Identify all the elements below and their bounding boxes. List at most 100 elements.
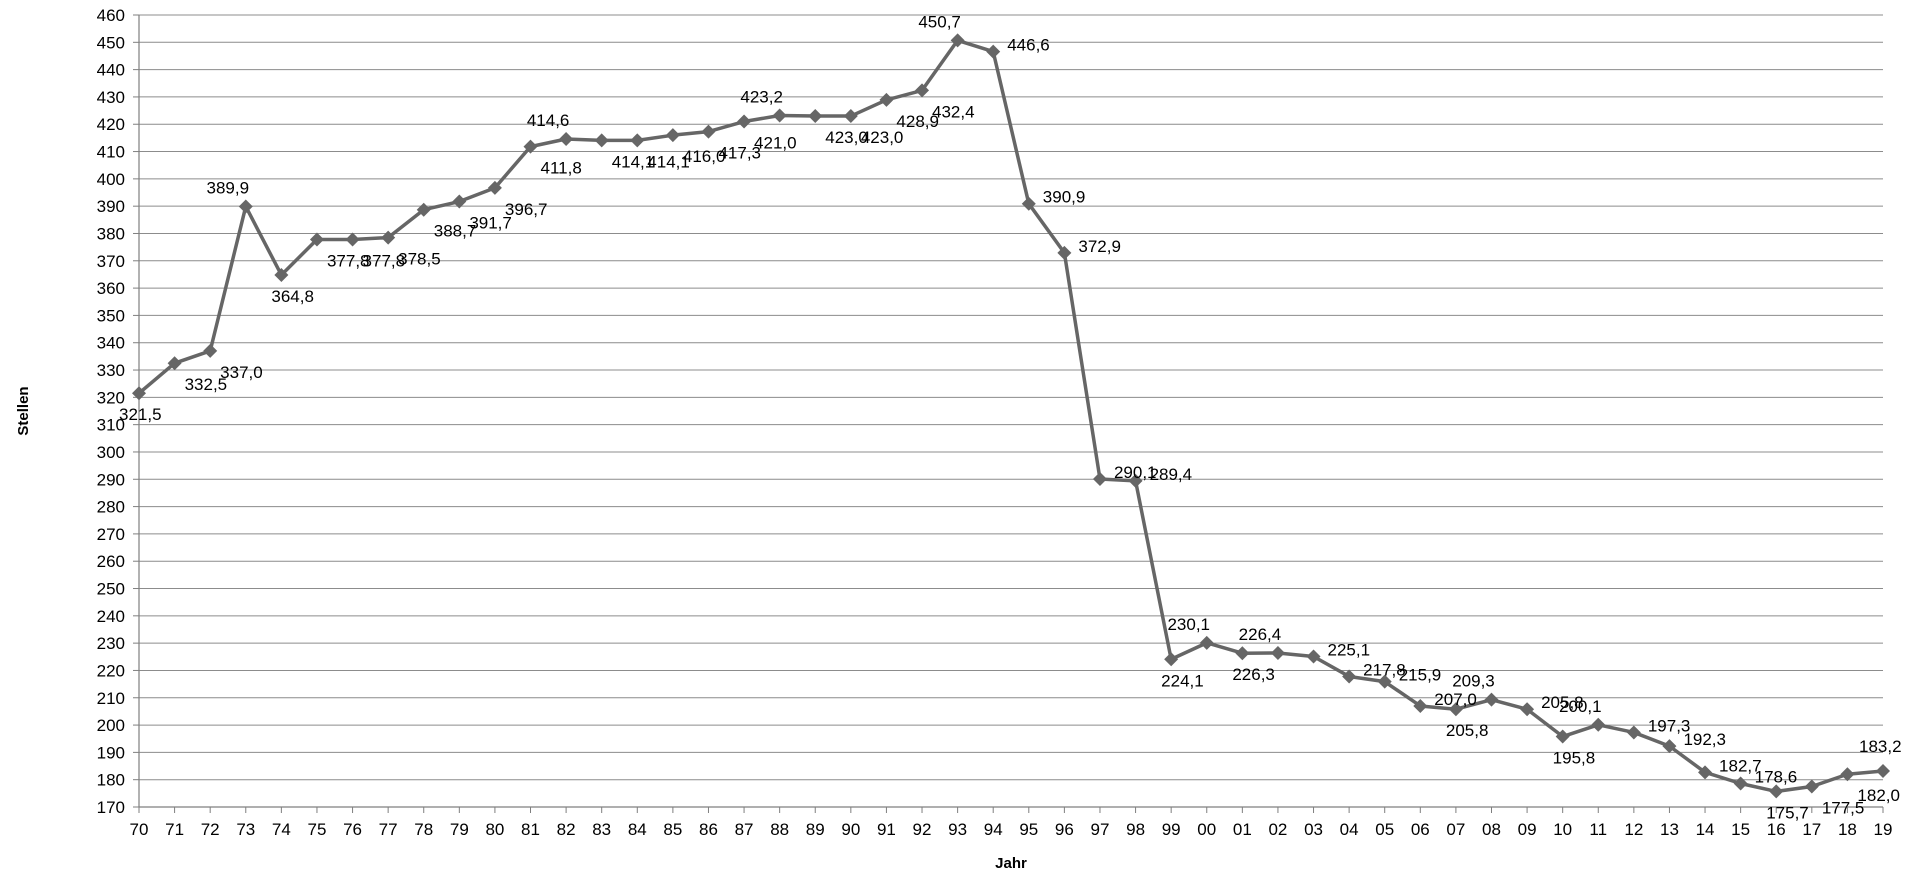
x-tick-label: 74	[272, 820, 291, 839]
x-tick-label: 06	[1411, 820, 1430, 839]
data-point-marker	[309, 232, 324, 247]
x-tick-label: 75	[307, 820, 326, 839]
data-label: 396,7	[505, 200, 548, 219]
data-point-marker	[1306, 649, 1321, 664]
data-point-marker	[1448, 702, 1463, 717]
data-point-marker	[523, 139, 538, 154]
data-label: 225,1	[1328, 641, 1371, 660]
data-label: 332,5	[185, 375, 228, 394]
x-tick-label: 86	[699, 820, 718, 839]
data-point-marker	[1733, 776, 1748, 791]
y-tick-label: 370	[97, 252, 125, 271]
x-tick-label: 05	[1375, 820, 1394, 839]
data-point-marker	[274, 267, 289, 282]
data-point-marker	[1555, 729, 1570, 744]
data-point-marker	[1021, 196, 1036, 211]
data-point-marker	[1698, 765, 1713, 780]
data-label: 414,1	[612, 152, 655, 171]
x-tick-label: 99	[1162, 820, 1181, 839]
data-point-marker	[559, 131, 574, 146]
y-tick-label: 230	[97, 634, 125, 653]
data-label: 391,7	[469, 214, 512, 233]
x-tick-label: 02	[1268, 820, 1287, 839]
y-tick-label: 240	[97, 607, 125, 626]
y-tick-label: 430	[97, 88, 125, 107]
data-label: 414,6	[527, 111, 570, 130]
data-label: 421,0	[754, 134, 797, 153]
data-point-marker	[737, 114, 752, 129]
data-label: 423,0	[861, 128, 904, 147]
y-tick-label: 340	[97, 334, 125, 353]
data-point-marker	[701, 124, 716, 139]
data-point-marker	[950, 33, 965, 48]
series-line	[137, 38, 1884, 794]
x-tick-label: 88	[770, 820, 789, 839]
x-tick-label: 92	[913, 820, 932, 839]
data-point-marker	[915, 83, 930, 98]
data-point-marker	[1876, 763, 1890, 778]
x-tick-label: 18	[1838, 820, 1857, 839]
data-label: 450,7	[918, 12, 961, 31]
x-tick-label: 04	[1340, 820, 1359, 839]
x-tick-label: 84	[628, 820, 647, 839]
data-label: 432,4	[932, 102, 975, 121]
data-point-marker	[1840, 767, 1855, 782]
y-tick-label: 220	[97, 661, 125, 680]
data-label: 423,2	[740, 88, 783, 107]
data-label: 372,9	[1078, 237, 1121, 256]
data-point-marker	[238, 199, 253, 214]
data-label: 226,4	[1239, 625, 1282, 644]
data-point-marker	[879, 92, 894, 107]
x-tick-label: 19	[1874, 820, 1893, 839]
y-tick-label: 450	[97, 33, 125, 52]
x-axis-ticks: 70 71 72 73 74 75 76 77 78 79 80 81 82 83 84 85 86 87 88 89…	[130, 807, 1893, 839]
data-label: 205,8	[1541, 693, 1584, 712]
y-tick-label: 200	[97, 716, 125, 735]
data-label: 178,6	[1755, 768, 1798, 787]
data-point-marker	[1413, 698, 1428, 713]
data-point-marker	[203, 343, 218, 358]
data-label: 177,5	[1822, 799, 1865, 818]
x-tick-label: 70	[130, 820, 149, 839]
x-tick-label: 77	[379, 820, 398, 839]
data-point-marker	[808, 109, 823, 124]
data-point-marker	[665, 128, 680, 143]
y-tick-label: 210	[97, 689, 125, 708]
x-tick-label: 96	[1055, 820, 1074, 839]
data-label: 388,7	[434, 222, 477, 241]
data-point-marker	[1662, 739, 1677, 754]
y-tick-label: 320	[97, 388, 125, 407]
x-tick-label: 89	[806, 820, 825, 839]
data-label: 389,9	[207, 178, 250, 197]
data-label: 446,6	[1007, 36, 1050, 55]
y-tick-label: 410	[97, 143, 125, 162]
data-label: 321,5	[119, 405, 162, 424]
data-point-marker	[132, 386, 146, 401]
data-label: 200,1	[1559, 697, 1602, 716]
data-label: 390,9	[1043, 188, 1086, 207]
y-tick-label: 310	[97, 416, 125, 435]
x-tick-label: 11	[1589, 820, 1607, 839]
x-tick-label: 15	[1731, 820, 1750, 839]
y-tick-label: 180	[97, 771, 125, 790]
x-tick-label: 76	[343, 820, 362, 839]
data-point-marker	[986, 44, 1001, 59]
data-label: 230,1	[1167, 615, 1210, 634]
data-label: 290,1	[1114, 463, 1157, 482]
data-label: 192,3	[1683, 730, 1726, 749]
data-label: 182,0	[1857, 786, 1900, 805]
data-label: 215,9	[1399, 666, 1442, 685]
data-point-marker	[1199, 635, 1214, 650]
data-point-marker	[1769, 784, 1784, 799]
x-tick-label: 00	[1197, 820, 1216, 839]
x-tick-label: 01	[1233, 820, 1252, 839]
x-tick-label: 94	[984, 820, 1003, 839]
data-point-marker	[345, 232, 360, 247]
data-label: 207,0	[1434, 690, 1477, 709]
y-axis-ticks: 170 180 190 200 210 220 230 240 250 260 270 280 290 3…	[97, 6, 139, 817]
data-label: 377,8	[327, 251, 370, 270]
y-tick-label: 170	[97, 798, 125, 817]
x-tick-label: 07	[1446, 820, 1465, 839]
x-tick-label: 97	[1091, 820, 1110, 839]
